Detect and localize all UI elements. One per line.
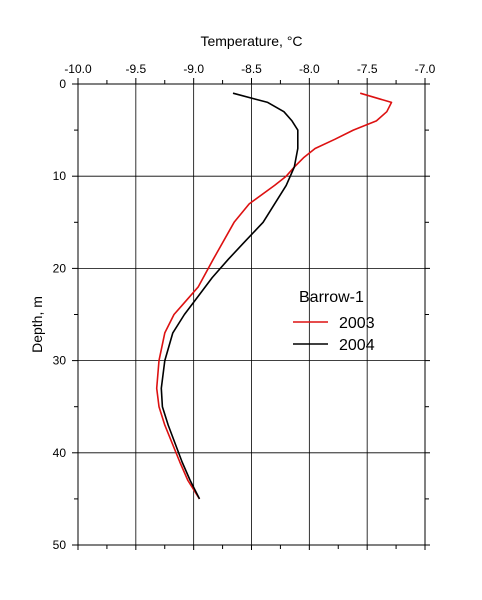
y-tick-label: 20: [53, 261, 67, 275]
y-tick-label: 50: [53, 538, 67, 552]
x-tick-label: -9.0: [183, 62, 204, 76]
y-tick-label: 40: [53, 446, 67, 460]
grid-lines: [78, 84, 425, 545]
y-tick-label: 10: [53, 169, 67, 183]
x-tick-label: -9.5: [125, 62, 146, 76]
legend-title: Barrow-1: [299, 289, 364, 306]
x-axis-title: Temperature, °C: [200, 33, 302, 49]
x-tick-label: -8.5: [241, 62, 262, 76]
x-tick-label: -10.0: [64, 62, 92, 76]
axis-ticks: [72, 78, 430, 550]
x-tick-label: -7.0: [415, 62, 436, 76]
x-tick-label: -7.5: [357, 62, 378, 76]
x-tick-label: -8.0: [299, 62, 320, 76]
legend: Barrow-1 2003 2004: [293, 289, 375, 354]
legend-label-2004: 2004: [339, 337, 375, 354]
series-lines: [155, 92, 393, 500]
legend-entries: 2003 2004: [293, 315, 375, 354]
series-line-2004: [160, 92, 299, 500]
y-tick-label: 0: [59, 77, 66, 91]
y-axis-title: Depth, m: [29, 296, 45, 353]
tick-labels: -10.0 -9.5 -9.0 -8.5 -8.0 -7.5 -7.0 0 10 20 30 40 50: [53, 62, 436, 552]
series-line-2003: [155, 92, 393, 500]
y-tick-label: 30: [53, 354, 67, 368]
legend-label-2003: 2003: [339, 315, 375, 332]
plot-frame: [77, 83, 426, 546]
